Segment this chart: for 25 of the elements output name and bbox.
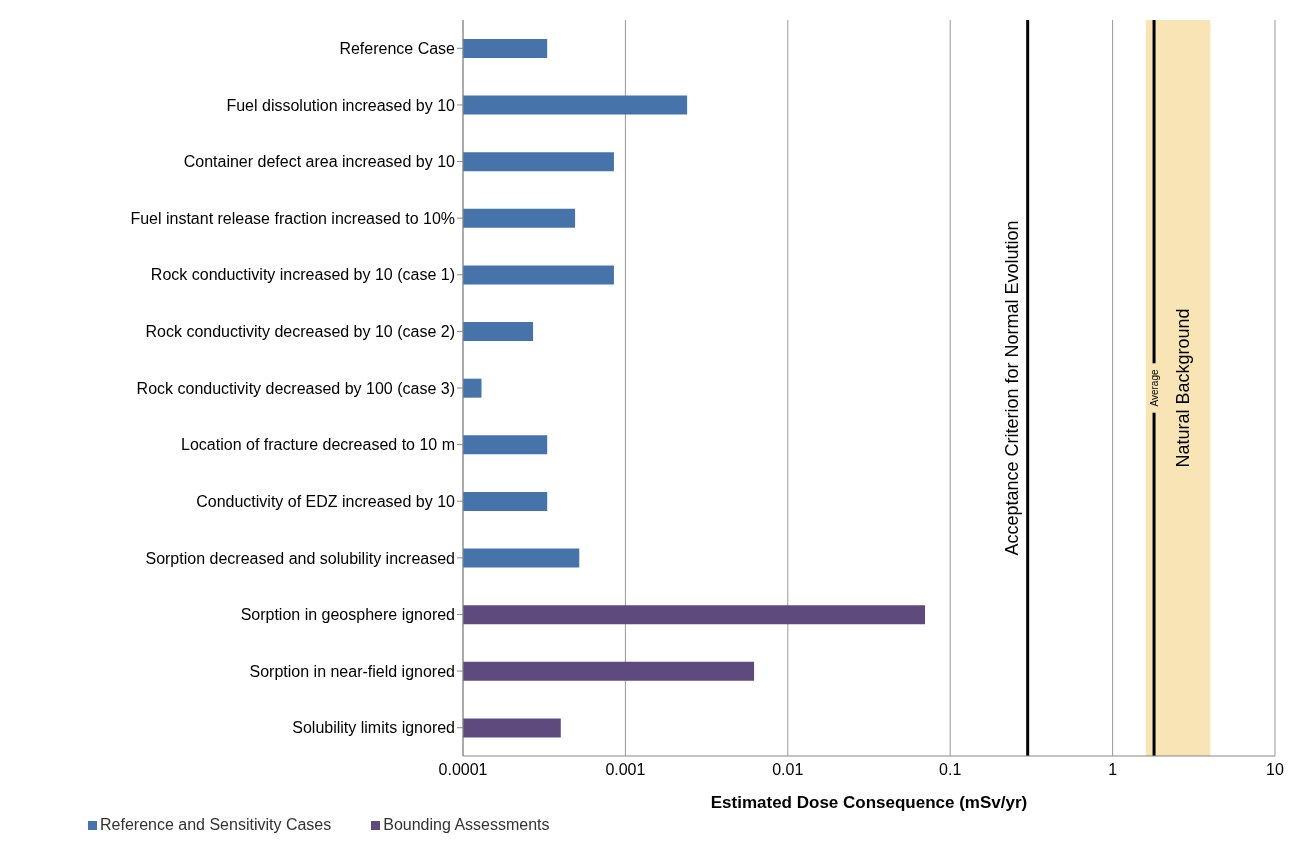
ref-line-label: Average xyxy=(1148,369,1160,407)
ref-line-label: Acceptance Criterion for Normal Evolution xyxy=(1001,220,1022,556)
legend-label: Reference and Sensitivity Cases xyxy=(99,816,332,834)
x-tick-label: 0.0001 xyxy=(438,761,488,779)
x-tick-label: 0.001 xyxy=(605,761,646,779)
x-tick-label: 10 xyxy=(1266,761,1284,779)
y-tick-label: Rock conductivity increased by 10 (case 1) xyxy=(150,266,455,284)
x-tick-label: 0.1 xyxy=(939,761,962,779)
y-tick-label: Fuel dissolution increased by 10 xyxy=(226,96,456,114)
y-tick-label: Rock conductivity decreased by 100 (case 3) xyxy=(136,379,455,397)
y-tick-label: Reference Case xyxy=(339,39,456,57)
x-tick-label: 0.01 xyxy=(772,761,804,779)
y-tick-label: Conductivity of EDZ increased by 10 xyxy=(196,492,456,510)
y-tick-label: Sorption decreased and solubility increased xyxy=(145,549,455,567)
x-tick-label: 1 xyxy=(1108,761,1118,779)
y-tick-label: Container defect area increased by 10 xyxy=(183,153,456,171)
band-label: Natural Background xyxy=(1173,308,1194,468)
y-tick-label: Rock conductivity decreased by 10 (case 2) xyxy=(145,323,455,341)
y-tick-label: Solubility limits ignored xyxy=(292,719,455,737)
legend-label: Bounding Assessments xyxy=(382,816,550,834)
y-tick-label: Sorption in geosphere ignored xyxy=(240,606,455,624)
y-tick-label: Sorption in near-field ignored xyxy=(249,662,455,680)
y-tick-label: Fuel instant release fraction increased to 10% xyxy=(130,209,455,227)
x-axis-title: Estimated Dose Consequence (mSv/yr) xyxy=(710,793,1028,812)
y-tick-label: Location of fracture decreased to 10 m xyxy=(181,436,455,454)
